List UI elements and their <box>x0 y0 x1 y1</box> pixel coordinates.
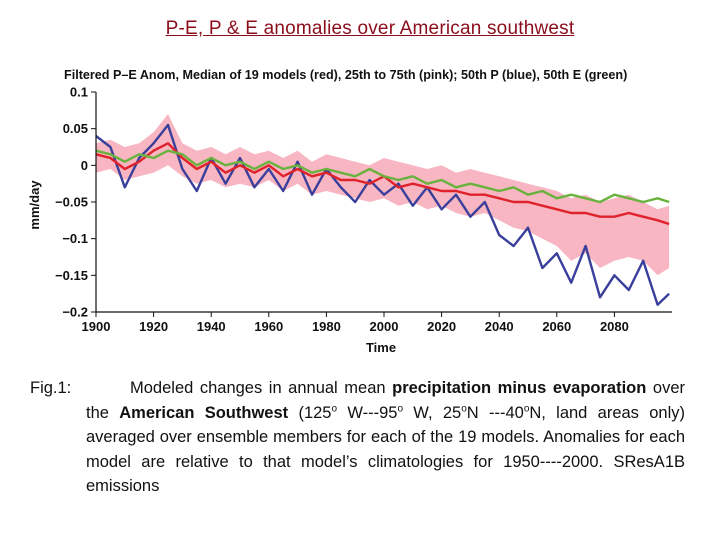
plot-area: 1900 1920 1940 1960 1980 2000 2020 2040 2060 2080… <box>55 85 672 334</box>
caption-text: over the <box>86 379 685 422</box>
chart-container: Filtered P–E Anom, Median of 19 models (… <box>20 58 710 358</box>
caption-text: Modeled changes in annual mean <box>130 379 393 397</box>
y-tick-label: 0.05 <box>63 121 88 136</box>
y-tick-label: −0.1 <box>62 231 88 246</box>
degree-sup: o <box>461 403 467 414</box>
caption-bold: American Southwest <box>119 403 289 422</box>
figure-caption: Fig.1: Modeled changes in annual mean pr… <box>30 376 685 499</box>
x-tick-label: 2000 <box>370 319 399 334</box>
caption-text: N ---40 <box>466 403 524 422</box>
x-tick-label: 2040 <box>485 319 514 334</box>
y-tick-label: −0.15 <box>55 268 88 283</box>
caption-text: W---95 <box>337 403 398 422</box>
x-axis-label: Time <box>366 340 396 355</box>
x-tick-label: 1940 <box>197 319 226 334</box>
x-tick-label: 2060 <box>542 319 571 334</box>
y-tick-label: 0 <box>81 158 88 173</box>
x-tick-label: 1980 <box>312 319 341 334</box>
chart: Filtered P–E Anom, Median of 19 models (… <box>27 68 672 355</box>
chart-title: Filtered P–E Anom, Median of 19 models (… <box>64 68 627 82</box>
caption-text: W, 25 <box>403 403 462 422</box>
series-line <box>95 149 670 204</box>
x-tick-label: 2020 <box>427 319 456 334</box>
x-tick-label: 2080 <box>600 319 629 334</box>
y-tick-label: 0.1 <box>70 85 88 100</box>
degree-sup: o <box>331 403 338 414</box>
y-axis-label: mm/day <box>27 180 42 230</box>
x-tick-label: 1900 <box>82 319 111 334</box>
x-tick-label: 1960 <box>254 319 283 334</box>
degree-sup: o <box>397 403 404 414</box>
slide-title: P-E, P & E anomalies over American south… <box>165 18 575 39</box>
x-tick-label: 1920 <box>139 319 168 334</box>
series-line <box>95 123 670 306</box>
caption-body: Modeled changes in annual mean precipita… <box>86 376 685 499</box>
caption-bold: precipitation minus evaporation <box>392 379 647 397</box>
caption-text: (125 <box>288 403 332 422</box>
caption-label: Fig.1: <box>30 379 72 397</box>
degree-sup: o <box>523 403 530 414</box>
y-tick-label: −0.2 <box>62 305 88 320</box>
y-tick-label: −0.05 <box>55 195 88 210</box>
caption-text: N, land areas only) averaged over ensemb… <box>86 403 685 496</box>
